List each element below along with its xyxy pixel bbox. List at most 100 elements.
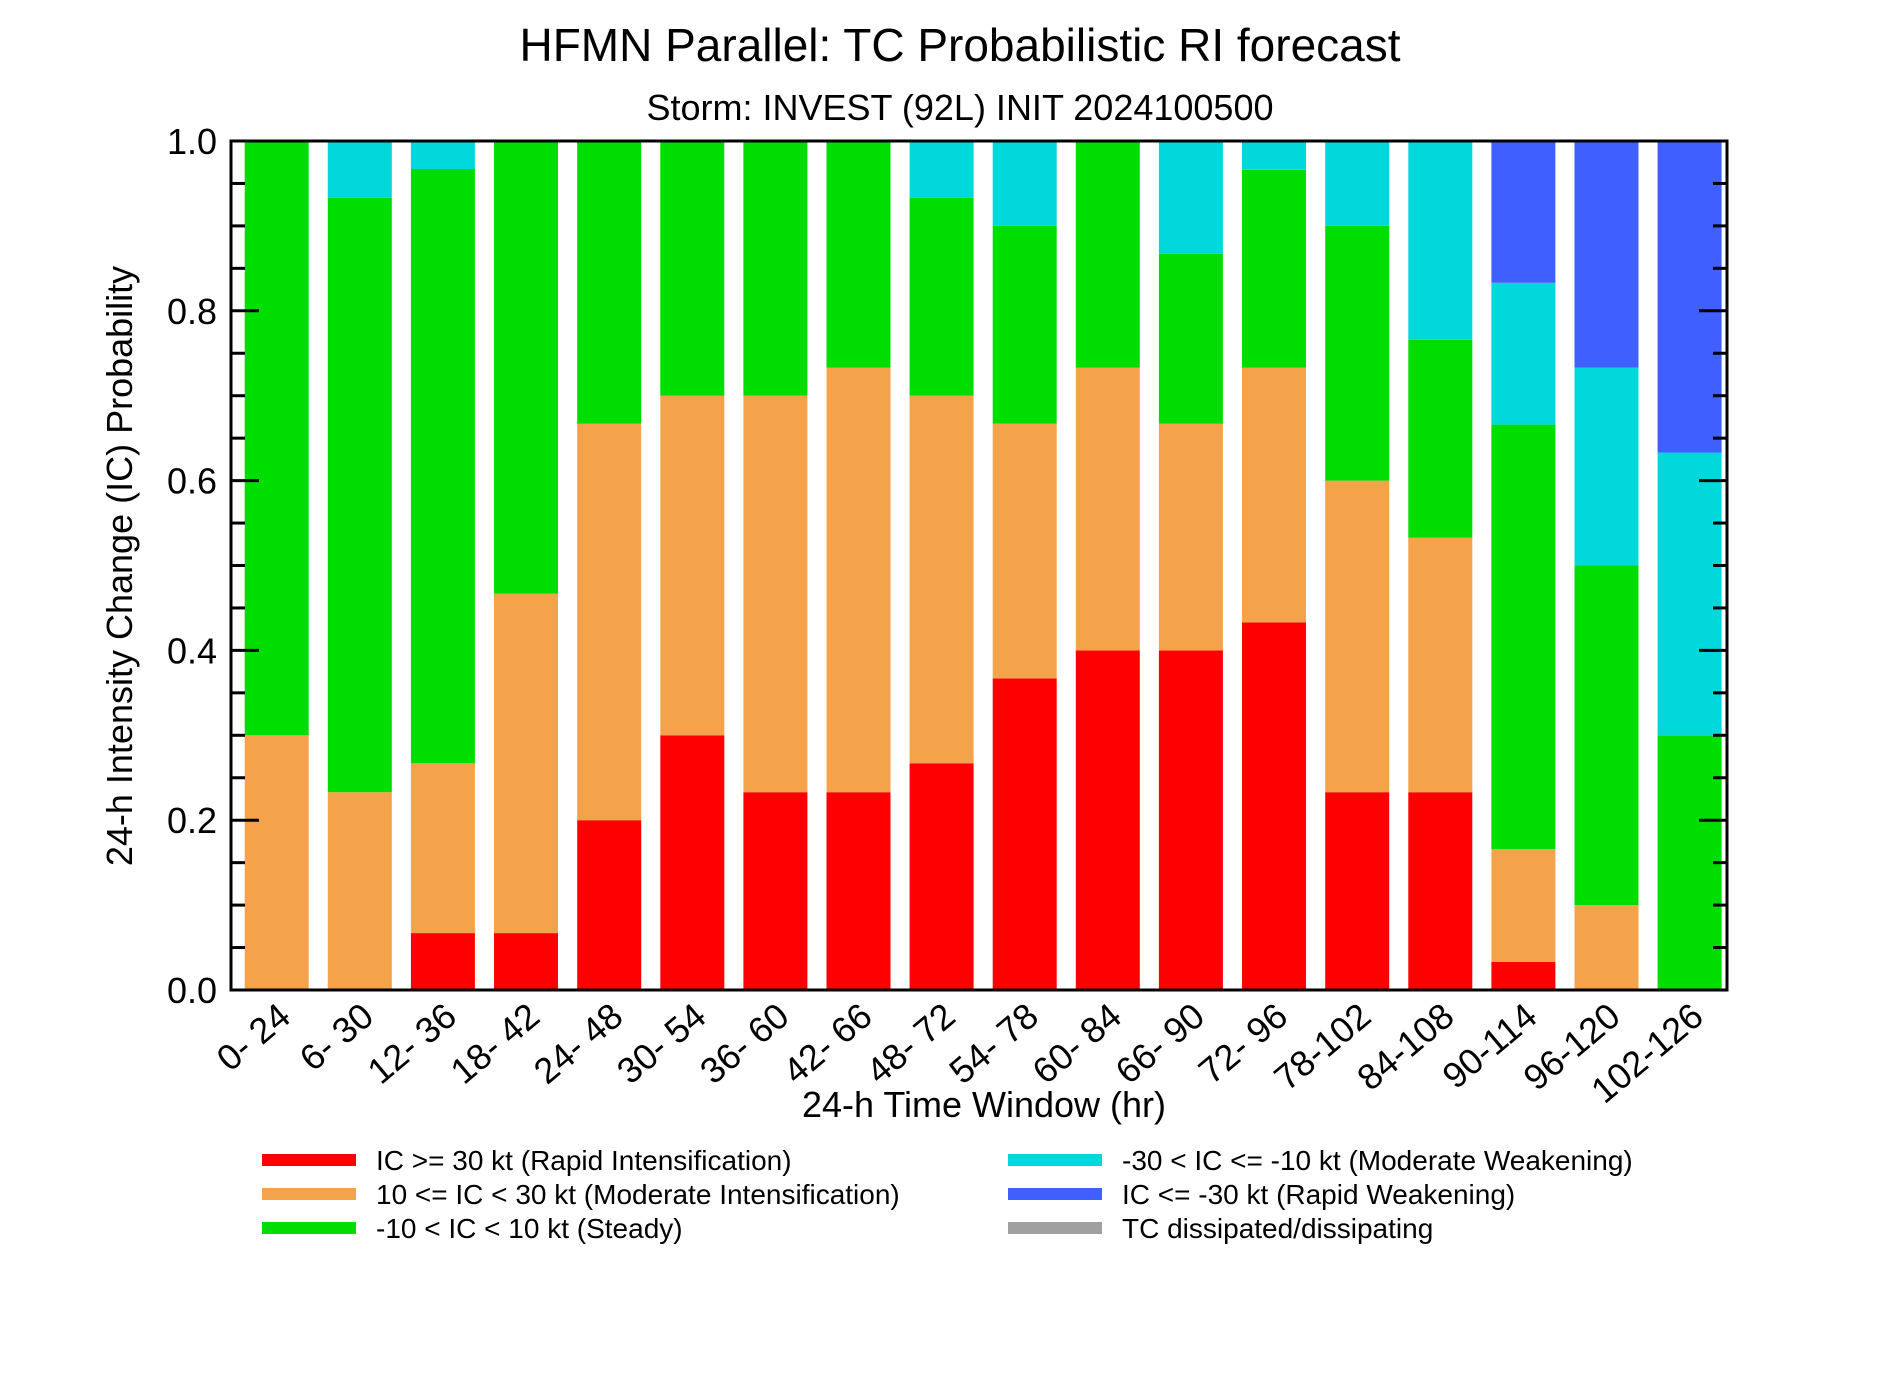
bar-segment bbox=[327, 792, 392, 990]
bar-segment bbox=[244, 141, 309, 736]
x-tick-label: 24- 48 bbox=[526, 995, 631, 1092]
y-tick-labels: 0.0 0.2 0.4 0.6 0.8 1.0 bbox=[167, 121, 217, 1011]
bar-segment bbox=[1242, 622, 1306, 990]
x-tick-label: 42- 66 bbox=[775, 995, 880, 1092]
bar-segment bbox=[410, 141, 475, 169]
x-tick-label: 18- 42 bbox=[443, 995, 548, 1092]
bar-segment bbox=[1158, 423, 1223, 651]
bar-segment bbox=[244, 735, 309, 990]
bar-segment bbox=[1408, 141, 1473, 340]
legend-entry: IC >= 30 kt (Rapid Intensification) bbox=[376, 1145, 792, 1176]
bar-segment bbox=[660, 141, 725, 396]
y-tick-label: 0.4 bbox=[167, 630, 217, 671]
bar-segment bbox=[1075, 141, 1140, 368]
plot-frame bbox=[229, 139, 1729, 992]
x-tick-label: 54- 78 bbox=[941, 995, 1046, 1092]
legend-swatch bbox=[262, 1222, 356, 1234]
x-tick-label: 84-108 bbox=[1349, 995, 1461, 1098]
x-tick-label: 0- 24 bbox=[209, 995, 298, 1079]
legend-swatch bbox=[1008, 1222, 1102, 1234]
bar-segment bbox=[1657, 735, 1722, 990]
legend-swatch bbox=[262, 1188, 356, 1200]
bar-segment bbox=[1242, 367, 1306, 623]
bar-segment bbox=[1574, 141, 1639, 368]
legend-entry: -10 < IC < 10 kt (Steady) bbox=[376, 1213, 683, 1244]
y-tick-label: 0.2 bbox=[167, 800, 217, 841]
bar-segment bbox=[1075, 650, 1140, 990]
chart-subtitle: Storm: INVEST (92L) INIT 2024100500 bbox=[647, 87, 1274, 128]
bar-segment bbox=[327, 141, 392, 198]
bar-segment bbox=[826, 792, 891, 990]
x-tick-label: 12- 36 bbox=[359, 995, 464, 1092]
bar-segment bbox=[1408, 339, 1473, 538]
bar-segment bbox=[826, 141, 891, 368]
bar-segment bbox=[494, 141, 558, 594]
bar-segment bbox=[577, 423, 642, 821]
legend-swatch bbox=[262, 1154, 356, 1166]
bar-segment bbox=[1491, 962, 1556, 990]
axis-ticks bbox=[231, 139, 1727, 992]
legend: IC >= 30 kt (Rapid Intensification)10 <=… bbox=[262, 1145, 1633, 1244]
bar-segment bbox=[1325, 225, 1390, 481]
bar-segment bbox=[1408, 792, 1473, 990]
bar-segment bbox=[1158, 650, 1223, 990]
y-tick-label: 0.6 bbox=[167, 461, 217, 502]
bar-segment bbox=[992, 678, 1057, 990]
x-tick-label: 60- 84 bbox=[1024, 995, 1129, 1092]
bar-segment bbox=[577, 820, 642, 990]
legend-entry: TC dissipated/dissipating bbox=[1122, 1213, 1433, 1244]
legend-swatch bbox=[1008, 1154, 1102, 1166]
bar-segment bbox=[909, 197, 974, 396]
bar-segment bbox=[1158, 253, 1223, 424]
legend-entry: 10 <= IC < 30 kt (Moderate Intensificati… bbox=[376, 1179, 900, 1210]
bar-segment bbox=[909, 395, 974, 764]
legend-entry: IC <= -30 kt (Rapid Weakening) bbox=[1122, 1179, 1515, 1210]
bar-segment bbox=[1574, 905, 1639, 990]
bar-segment bbox=[1325, 480, 1390, 793]
bar-segment bbox=[1158, 141, 1223, 254]
bar-segment bbox=[1491, 424, 1556, 850]
bar-segment bbox=[909, 763, 974, 990]
chart-title: HFMN Parallel: TC Probabilistic RI forec… bbox=[519, 19, 1400, 71]
bar-segment bbox=[577, 141, 642, 424]
bar-segment bbox=[743, 792, 808, 990]
y-tick-label: 0.0 bbox=[167, 970, 217, 1011]
bar-segment bbox=[1491, 141, 1556, 283]
bar-segment bbox=[1242, 141, 1306, 170]
bar-segment bbox=[743, 141, 808, 396]
bar-segment bbox=[1574, 367, 1639, 566]
bar-segment bbox=[327, 197, 392, 793]
bar-segment bbox=[1491, 282, 1556, 425]
bar-segment bbox=[909, 141, 974, 198]
bar-segment bbox=[1574, 565, 1639, 906]
bar-segment bbox=[494, 593, 558, 934]
bar-segment bbox=[1242, 169, 1306, 368]
bar-segment bbox=[494, 933, 558, 990]
bar-segment bbox=[992, 141, 1057, 226]
bar-segment bbox=[1325, 792, 1390, 990]
bar-segment bbox=[1075, 367, 1140, 651]
x-axis-label: 24-h Time Window (hr) bbox=[802, 1084, 1166, 1125]
bar-segment bbox=[410, 169, 475, 764]
bar-segment bbox=[660, 395, 725, 736]
x-tick-label: 66- 90 bbox=[1107, 995, 1212, 1092]
bar-segment bbox=[1657, 452, 1722, 736]
x-tick-label: 36- 60 bbox=[692, 995, 797, 1092]
bar-segment bbox=[1491, 849, 1556, 962]
bar-segment bbox=[660, 735, 725, 990]
bar-segment bbox=[410, 933, 475, 990]
legend-swatch bbox=[1008, 1188, 1102, 1200]
bar-segment bbox=[743, 395, 808, 793]
legend-entry: -30 < IC <= -10 kt (Moderate Weakening) bbox=[1122, 1145, 1633, 1176]
y-tick-label: 0.8 bbox=[167, 291, 217, 332]
x-tick-label: 48- 72 bbox=[858, 995, 963, 1092]
bar-segment bbox=[992, 423, 1057, 679]
bar-stacks bbox=[244, 141, 1722, 990]
x-tick-label: 30- 54 bbox=[609, 995, 714, 1092]
y-tick-label: 1.0 bbox=[167, 121, 217, 162]
bar-segment bbox=[826, 367, 891, 793]
bar-segment bbox=[410, 763, 475, 934]
y-axis-label: 24-h Intensity Change (IC) Probability bbox=[99, 266, 140, 866]
bar-segment bbox=[1325, 141, 1390, 226]
